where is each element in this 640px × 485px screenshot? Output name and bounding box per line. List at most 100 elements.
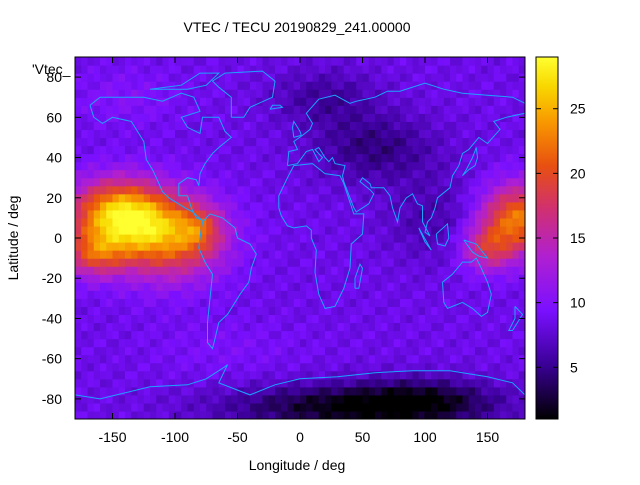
heatmap-cell [425, 346, 432, 356]
heatmap-cell [100, 410, 107, 419]
heatmap-cell [468, 378, 476, 388]
heatmap-cell [306, 201, 314, 211]
heatmap-cell [206, 274, 214, 283]
heatmap-cell [137, 217, 145, 227]
heatmap-cell [425, 169, 432, 179]
heatmap-cell [512, 129, 520, 139]
heatmap-cell [418, 338, 426, 348]
heatmap-cell [450, 57, 457, 66]
heatmap-cell [450, 73, 457, 82]
heatmap-cell [325, 290, 332, 299]
heatmap-cell [500, 185, 507, 195]
heatmap-cell [237, 145, 245, 155]
heatmap-cell [225, 65, 232, 74]
heatmap-cell [343, 266, 351, 275]
heatmap-cell [262, 73, 270, 82]
heatmap-cell [337, 73, 345, 82]
heatmap-cell [443, 209, 451, 219]
heatmap-cell [406, 402, 414, 412]
heatmap-cell [462, 113, 470, 122]
heatmap-cell [456, 322, 464, 332]
heatmap-cell [162, 105, 170, 114]
heatmap-cell [468, 266, 476, 275]
heatmap-cell [325, 322, 332, 332]
heatmap-cell [181, 161, 189, 171]
heatmap-cell [443, 81, 451, 90]
heatmap-cell [137, 266, 145, 275]
heatmap-cell [425, 97, 432, 106]
heatmap-cell [131, 258, 139, 267]
heatmap-cell [200, 73, 207, 82]
heatmap-cell [387, 282, 395, 291]
heatmap-cell [81, 282, 89, 291]
heatmap-cell [318, 258, 326, 267]
heatmap-cell [356, 169, 364, 179]
heatmap-cell [237, 274, 245, 283]
heatmap-cell [112, 330, 120, 340]
heatmap-cell [306, 394, 314, 404]
heatmap-cell [93, 394, 101, 404]
heatmap-cell [225, 137, 232, 147]
heatmap-cell [87, 338, 95, 348]
heatmap-cell [462, 362, 470, 372]
heatmap-cell [506, 209, 514, 219]
heatmap-cell [493, 137, 501, 147]
heatmap-cell [100, 145, 107, 155]
heatmap-cell [137, 225, 145, 235]
heatmap-cell [287, 217, 295, 227]
heatmap-cell [75, 169, 82, 179]
heatmap-cell [118, 362, 126, 372]
heatmap-cell [262, 65, 270, 74]
heatmap-cell [350, 153, 357, 163]
heatmap-cell [231, 233, 239, 243]
heatmap-cell [418, 298, 426, 307]
heatmap-cell [150, 386, 157, 396]
heatmap-cell [100, 314, 107, 324]
heatmap-cell [425, 410, 432, 419]
heatmap-cell [81, 97, 89, 106]
heatmap-cell [131, 153, 139, 163]
heatmap-cell [331, 217, 339, 227]
heatmap-cell [375, 153, 382, 163]
heatmap-cell [212, 81, 220, 90]
heatmap-cell [231, 282, 239, 291]
heatmap-cell [281, 386, 289, 396]
heatmap-cell [412, 81, 420, 90]
heatmap-cell [243, 209, 251, 219]
heatmap-cell [243, 338, 251, 348]
heatmap-cell [181, 129, 189, 139]
heatmap-cell [500, 370, 507, 380]
heatmap-cell [412, 169, 420, 179]
heatmap-cell [156, 258, 164, 267]
heatmap-cell [287, 209, 295, 219]
heatmap-cell [81, 402, 89, 412]
heatmap-cell [262, 105, 270, 114]
colorbar-tick-label: 25 [570, 101, 586, 117]
heatmap-cell [318, 201, 326, 211]
heatmap-cell [87, 306, 95, 316]
heatmap-cell [468, 129, 476, 139]
heatmap-cell [412, 322, 420, 332]
heatmap-cell [237, 354, 245, 364]
heatmap-cell [431, 113, 439, 122]
heatmap-cell [212, 89, 220, 98]
heatmap-cell [168, 354, 176, 364]
heatmap-cell [150, 161, 157, 171]
heatmap-cell [456, 81, 464, 90]
heatmap-cell [275, 282, 282, 291]
heatmap-cell [187, 105, 195, 114]
heatmap-cell [306, 185, 314, 195]
heatmap-cell [487, 354, 495, 364]
heatmap-cell [512, 145, 520, 155]
heatmap-cell [250, 225, 257, 235]
heatmap-cell [356, 282, 364, 291]
heatmap-cell [400, 225, 407, 235]
heatmap-cell [493, 209, 501, 219]
heatmap-cell [418, 266, 426, 275]
heatmap-cell [156, 402, 164, 412]
heatmap-cell [506, 169, 514, 179]
heatmap-cell [381, 233, 389, 243]
heatmap-cell [437, 346, 445, 356]
heatmap-cell [287, 378, 295, 388]
heatmap-cell [356, 145, 364, 155]
